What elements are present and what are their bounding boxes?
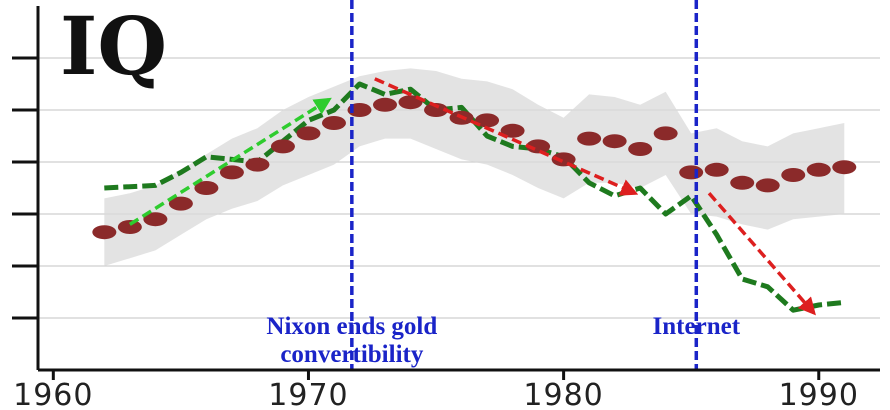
data-point-1988: [755, 178, 780, 193]
trend-arrow-3: [707, 192, 816, 316]
trend-arrow-2: [374, 77, 639, 196]
trend-arrows: [128, 77, 816, 316]
data-point-1989: [781, 168, 806, 182]
confidence-band-area: [104, 68, 845, 267]
data-point-1990: [806, 162, 831, 177]
data-point-1967: [219, 165, 244, 180]
data-point-1970: [296, 126, 321, 141]
data-point-1969: [270, 139, 295, 154]
green-series-line: [104, 81, 845, 313]
data-point-1973: [373, 97, 398, 112]
x-tick-label-1970: 1970: [268, 378, 348, 410]
data-point-1963: [117, 220, 142, 234]
event-label-2-line-1: Internet: [653, 313, 741, 340]
data-point-1982: [602, 134, 627, 149]
data-point-1985: [679, 165, 704, 180]
data-point-1975: [424, 103, 449, 117]
x-tick-label-1990: 1990: [779, 378, 859, 410]
data-point-1968: [245, 157, 270, 172]
data-point-1984: [653, 126, 678, 141]
data-point-1964: [143, 212, 168, 227]
event-label-1-line-2: convertibility: [280, 341, 424, 368]
data-point-1965: [168, 196, 193, 211]
data-point-1981: [577, 131, 602, 146]
maroon-dot-series: [92, 95, 857, 240]
data-point-1987: [730, 175, 755, 190]
data-point-1986: [704, 162, 729, 177]
axes: [36, 6, 880, 372]
green-dashed-series: [104, 81, 845, 313]
x-tick-label-1960: 1960: [13, 378, 93, 410]
data-point-1979: [526, 139, 551, 154]
x-tick-label-1980: 1980: [523, 378, 603, 410]
data-point-1966: [194, 181, 219, 195]
trend-arrow-1: [128, 97, 332, 226]
data-point-1991: [832, 160, 857, 175]
chart-title: IQ: [60, 0, 167, 93]
data-point-1962: [92, 225, 117, 240]
data-point-1978: [500, 123, 525, 138]
confidence-band: [104, 68, 845, 267]
data-point-1971: [321, 116, 346, 130]
y-ticks: [12, 56, 38, 320]
x-ticks: 1960 1970 1980 1990: [13, 370, 859, 410]
data-point-1983: [628, 142, 653, 156]
data-point-1977: [475, 113, 500, 128]
event-label-1-line-1: Nixon ends gold: [266, 313, 437, 340]
